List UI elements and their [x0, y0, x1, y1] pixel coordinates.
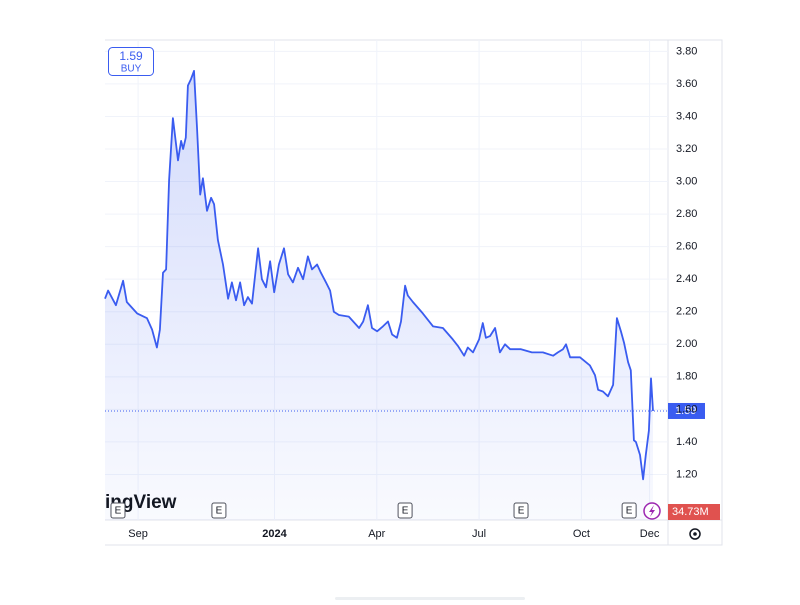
y-tick-label: 3.80: [676, 45, 697, 57]
settings-icon[interactable]: [689, 528, 701, 540]
y-tick-label: 2.60: [676, 241, 697, 253]
y-tick-label: 2.20: [676, 306, 697, 318]
event-label: E: [402, 506, 409, 517]
event-label: E: [518, 506, 525, 517]
y-tick-label: 3.00: [676, 175, 697, 187]
event-marker: [397, 502, 413, 519]
plot: [104, 70, 668, 521]
y-tick-label: 3.20: [676, 143, 697, 155]
x-tick-label: Apr: [368, 528, 385, 540]
y-tick-label: 1.60: [676, 403, 697, 415]
scroll-indicator: [335, 597, 525, 600]
buy-label: BUY: [121, 64, 142, 75]
volume-badge: [668, 504, 720, 520]
volume-label: 34.73M: [672, 506, 709, 518]
buy-button: [108, 47, 154, 76]
y-tick-label: 1.40: [676, 436, 697, 448]
y-tick-label: 2.40: [676, 273, 697, 285]
gear-center: [693, 532, 697, 536]
x-tick-label: Dec: [640, 528, 660, 540]
y-tick-label: 1.80: [676, 371, 697, 383]
area: [105, 70, 653, 521]
y-tick-label: 2.80: [676, 208, 697, 220]
event-marker: [211, 502, 227, 519]
buy-price: 1.59: [119, 49, 143, 63]
event-marker: [110, 502, 126, 519]
last-price-badge: [668, 402, 705, 419]
event-label: E: [115, 506, 122, 517]
frame: [105, 39, 723, 546]
last-price-label: 1.59: [675, 405, 696, 417]
lightning-glyph: [649, 505, 655, 517]
event-label: E: [216, 506, 223, 517]
price-line: [104, 70, 654, 481]
x-tick-label: Oct: [573, 528, 590, 540]
y-tick-label: 2.00: [676, 338, 697, 350]
x-tick-label: Jul: [472, 528, 486, 540]
gear: [689, 528, 701, 540]
x-tick-label: Sep: [128, 528, 148, 540]
y-tick-label: 3.60: [676, 78, 697, 90]
event-marker: [513, 502, 529, 519]
x-tick-label: 2024: [262, 528, 287, 540]
event-marker: [621, 502, 637, 519]
event-label: E: [626, 506, 633, 517]
y-tick-label: 3.40: [676, 110, 697, 122]
y-tick-label: 1.20: [676, 468, 697, 480]
